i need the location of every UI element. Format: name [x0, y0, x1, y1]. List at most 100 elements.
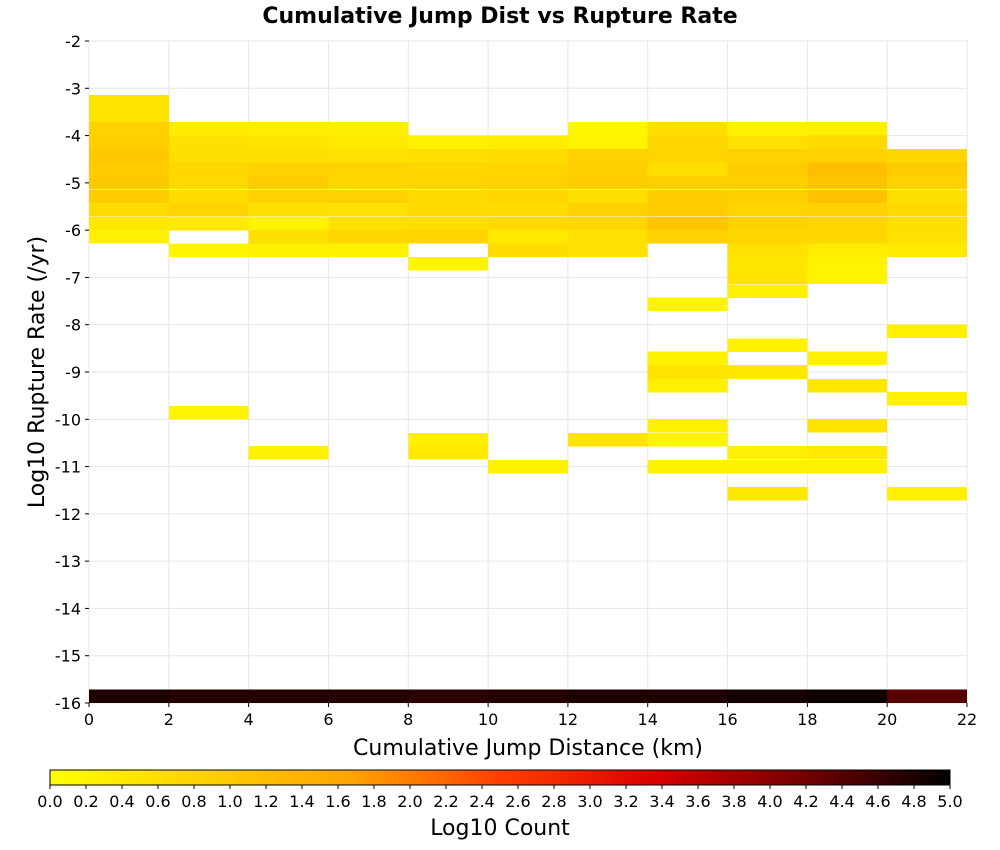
heatmap-cell — [807, 270, 888, 285]
heatmap-cell — [887, 203, 967, 217]
heatmap-cell — [248, 122, 329, 136]
heatmap-cell — [328, 149, 409, 163]
heatmap-cell — [647, 135, 728, 149]
heatmap-cell — [647, 459, 728, 474]
heatmap-cell — [408, 162, 489, 176]
heatmap-cell — [567, 689, 648, 704]
y-tick-label: -15 — [55, 647, 81, 666]
x-tick-label: 16 — [717, 710, 737, 729]
colorbar-tick-label: 3.0 — [577, 792, 602, 811]
heatmap-cell — [488, 243, 568, 258]
heatmap-cell — [248, 162, 329, 176]
colorbar-tick-label: 3.4 — [649, 792, 674, 811]
colorbar-tick-label: 2.6 — [505, 792, 530, 811]
heatmap-cell — [408, 446, 489, 460]
heatmap-cell — [807, 216, 888, 231]
heatmap-cell — [887, 486, 967, 501]
heatmap-cell — [567, 122, 648, 136]
heatmap-cell — [647, 365, 728, 379]
heatmap-cell — [887, 324, 967, 339]
heatmap-cell — [488, 459, 568, 474]
heatmap-cell — [248, 203, 329, 217]
heatmap-cell — [567, 230, 648, 244]
x-tick-label: 10 — [478, 710, 498, 729]
heatmap-cell — [647, 189, 728, 204]
y-tick-label: -11 — [55, 458, 81, 477]
heatmap-cell — [168, 122, 249, 136]
heatmap-cell — [328, 243, 409, 258]
x-tick-label: 8 — [403, 710, 413, 729]
heatmap-cell — [727, 230, 808, 244]
heatmap-cell — [488, 216, 568, 231]
heatmap-cell — [807, 135, 888, 149]
heatmap-cell — [567, 189, 648, 204]
x-axis-ticks: 0 2 4 6 8 10 12 14 16 18 20 22 — [84, 703, 977, 729]
y-axis-title: Log10 Rupture Rate (/yr) — [25, 236, 50, 508]
heatmap-cell — [248, 149, 329, 163]
heatmap-cell — [647, 216, 728, 231]
y-tick-label: -10 — [55, 410, 81, 429]
x-tick-label: 12 — [558, 710, 578, 729]
colorbar-tick-label: 0.2 — [73, 792, 98, 811]
heatmap-cell — [89, 149, 169, 163]
heatmap-cell — [328, 203, 409, 217]
heatmap-cell — [488, 135, 568, 149]
heatmap-cell — [168, 243, 249, 258]
heatmap-cell — [887, 392, 967, 406]
colorbar-tick-label: 2.4 — [469, 792, 494, 811]
y-tick-label: -5 — [65, 174, 81, 193]
heatmap-cell — [567, 176, 648, 190]
heatmap-cell — [89, 135, 169, 149]
heatmap-cell — [408, 256, 489, 271]
y-axis-ticks: -2 -3 -4 -5 -6 -7 -8 -9 -10 -11 -12 -13 -14 -15 -16 — [55, 32, 89, 713]
heatmap-cell — [567, 203, 648, 217]
heatmap-cell — [488, 162, 568, 176]
y-tick-label: -3 — [65, 79, 81, 98]
heatmap-cell — [567, 432, 648, 447]
heatmap-cell — [89, 122, 169, 136]
heatmap-cell — [647, 297, 728, 312]
heatmap-cell — [248, 176, 329, 190]
heatmap-cell — [647, 351, 728, 366]
heatmap-cell — [727, 203, 808, 217]
heatmap-cell — [567, 243, 648, 258]
heatmap-cell — [248, 689, 329, 704]
heatmap-cell — [727, 135, 808, 149]
heatmap-cells — [89, 95, 967, 704]
colorbar-tick-label: 2.2 — [433, 792, 458, 811]
colorbar-tick-label: 2.0 — [397, 792, 422, 811]
heatmap-cell — [328, 216, 409, 231]
colorbar-tick-label: 4.6 — [865, 792, 890, 811]
heatmap-cell — [328, 162, 409, 176]
heatmap-cell — [408, 176, 489, 190]
heatmap-cell — [248, 230, 329, 244]
colorbar-tick-label: 4.2 — [793, 792, 818, 811]
heatmap-cell — [168, 176, 249, 190]
x-tick-label: 22 — [957, 710, 977, 729]
heatmap-cell — [89, 95, 169, 109]
heatmap-cell — [567, 162, 648, 176]
heatmap-cell — [567, 135, 648, 149]
heatmap-cell — [727, 149, 808, 163]
heatmap-cell — [807, 176, 888, 190]
heatmap-cell — [89, 230, 169, 244]
x-tick-label: 6 — [323, 710, 333, 729]
heatmap-cell — [807, 243, 888, 258]
heatmap-cell — [727, 365, 808, 379]
x-tick-label: 4 — [244, 710, 254, 729]
heatmap-cell — [328, 176, 409, 190]
heatmap-cell — [89, 176, 169, 190]
heatmap-cell — [408, 203, 489, 217]
heatmap-cell — [408, 135, 489, 149]
colorbar-tick-label: 2.8 — [541, 792, 566, 811]
x-tick-label: 0 — [84, 710, 94, 729]
heatmap-cell — [647, 689, 728, 704]
y-tick-label: -13 — [55, 552, 81, 571]
colorbar-tick-label: 1.8 — [361, 792, 386, 811]
heatmap-cell — [488, 149, 568, 163]
heatmap-cell — [647, 122, 728, 136]
heatmap-cell — [328, 230, 409, 244]
heatmap-cell — [647, 176, 728, 190]
heatmap-cell — [727, 189, 808, 204]
